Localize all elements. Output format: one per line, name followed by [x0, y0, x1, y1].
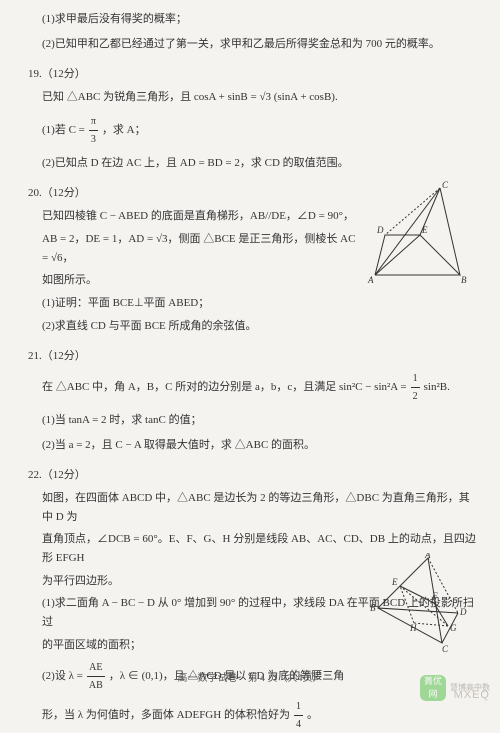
p21-intro-frac: 1 2 — [411, 370, 420, 405]
wm-icon-1: 菁优 — [420, 675, 446, 688]
fig2-B: B — [370, 603, 376, 613]
wm-icon-2: 网 — [420, 688, 446, 701]
p22-sub2c: 形，当 λ 为何值时，多面体 ADEFGH 的体积恰好为 — [42, 706, 290, 725]
fig2-C: C — [442, 644, 449, 653]
frac-n: 1 — [411, 370, 420, 388]
fig2-F: F — [431, 591, 438, 601]
frac-n: π — [89, 113, 98, 131]
p19-sub2: (2)已知点 D 在边 AC 上，且 AD = BD = 2，求 CD 的取值范… — [42, 154, 478, 173]
p20-sub1: (1)证明：平面 BCE⊥平面 ABED； — [42, 294, 362, 313]
p19-sub1-frac: π 3 — [89, 113, 98, 148]
p21-sub1: (1)当 tanA = 2 时，求 tanC 的值； — [42, 411, 478, 430]
p21-intro-b: sin²B. — [424, 378, 450, 397]
p22-sub2-line2: 形，当 λ 为何值时，多面体 ADEFGH 的体积恰好为 1 4 。 — [42, 698, 372, 733]
p21-intro-a: 在 △ABC 中，角 A，B，C 所对的边分别是 a，b，c，且满足 sin²C… — [42, 378, 407, 397]
p18-sub1: (1)求甲最后没有得奖的概率； — [42, 10, 478, 29]
wm-icon: 菁优 网 — [420, 675, 446, 701]
p20-sub2: (2)求直线 CD 与平面 BCE 所成角的余弦值。 — [42, 317, 362, 336]
p22-head: 22.（12分） — [28, 469, 86, 481]
fig2-H: H — [409, 623, 417, 633]
p19-intro: 已知 △ABC 为锐角三角形，且 cosA + sinB = √3 (sinA … — [42, 88, 478, 107]
p19-sub1-a: (1)若 C = — [42, 121, 85, 140]
fig2-E: E — [391, 577, 398, 587]
p22-sub2d: 。 — [307, 706, 318, 725]
p22-sub2-frac2: 1 4 — [294, 698, 303, 733]
p19-sub1-b: ，求 A； — [102, 121, 146, 140]
p20-figure: A B C D E — [365, 180, 470, 290]
fig2-D: D — [459, 607, 467, 617]
fig2-A: A — [424, 553, 431, 560]
fig1-C: C — [442, 180, 449, 190]
p20-l3: 如图所示。 — [42, 271, 362, 290]
fig1-B: B — [461, 275, 467, 285]
p20-l1: 已知四棱锥 C − ABED 的底面是直角梯形，AB//DE，∠D = 90°， — [42, 207, 362, 226]
frac-d: 3 — [89, 131, 98, 148]
p22-figure: A B C D E F G H — [370, 553, 475, 653]
p18-sub2: (2)已知甲和乙都已经通过了第一关，求甲和乙最后所得奖金总和为 700 元的概率… — [42, 35, 478, 54]
fig1-A: A — [367, 275, 374, 285]
fig1-E: E — [421, 225, 428, 235]
p21-head: 21.（12分） — [28, 350, 86, 362]
fig2-G: G — [450, 623, 457, 633]
p19-sub1: (1)若 C = π 3 ，求 A； — [42, 113, 478, 148]
mxe-watermark: MXEQ — [454, 686, 490, 705]
fig1-D: D — [376, 225, 384, 235]
problem-19: 19.（12分） 已知 △ABC 为锐角三角形，且 cosA + sinB = … — [28, 65, 478, 172]
p20-head: 20.（12分） — [28, 187, 86, 199]
p19-head: 19.（12分） — [28, 68, 86, 80]
frac-d: 2 — [411, 388, 420, 405]
p20-l2: AB = 2，DE = 1，AD = √3，侧面 △BCE 是正三角形，侧棱长 … — [42, 230, 362, 267]
p22-l1: 如图，在四面体 ABCD 中，△ABC 是边长为 2 的等边三角形，△DBC 为… — [42, 489, 478, 526]
frac-d: 4 — [294, 716, 303, 733]
p21-sub2: (2)当 a = 2，且 C − A 取得最大值时，求 △ABC 的面积。 — [42, 436, 478, 455]
p21-intro: 在 △ABC 中，角 A，B，C 所对的边分别是 a，b，c，且满足 sin²C… — [42, 370, 478, 405]
problem-21: 21.（12分） 在 △ABC 中，角 A，B，C 所对的边分别是 a，b，c，… — [28, 347, 478, 454]
